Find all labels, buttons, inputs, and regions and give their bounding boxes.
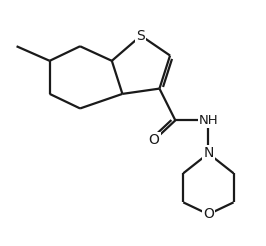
Text: S: S — [136, 29, 145, 43]
Text: O: O — [203, 207, 214, 221]
Text: NH: NH — [199, 114, 218, 127]
Text: O: O — [149, 133, 160, 147]
Text: N: N — [203, 146, 214, 160]
